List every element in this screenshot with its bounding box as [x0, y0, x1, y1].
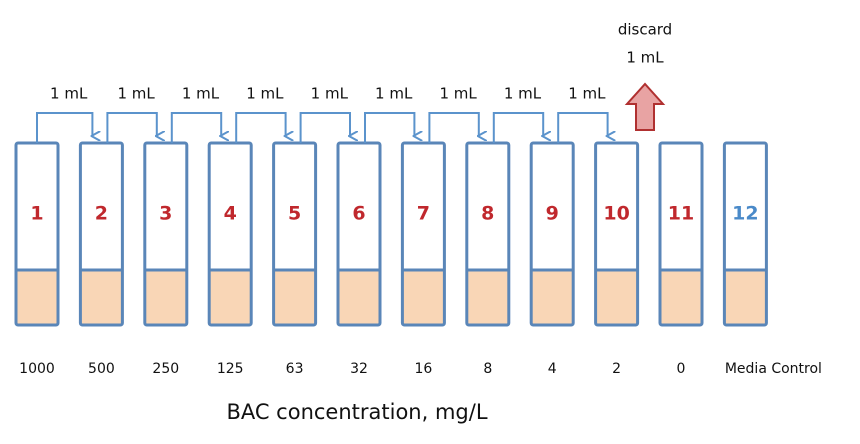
tube-liquid [402, 270, 444, 325]
tube-liquid [467, 270, 509, 325]
concentration-label: 16 [414, 361, 432, 377]
concentration-label: 8 [483, 361, 492, 377]
concentration-label: 250 [152, 361, 179, 377]
tube-liquid [16, 270, 58, 325]
tube-number: 12 [732, 203, 758, 225]
concentration-label: 63 [286, 361, 304, 377]
transfer-arrow [365, 113, 414, 143]
tube-liquid [531, 270, 573, 325]
tube-number: 1 [30, 203, 43, 225]
concentration-label: 32 [350, 361, 368, 377]
transfer-arrow [37, 113, 92, 143]
transfer-volume: 1 mL [311, 85, 349, 103]
tube-liquid [209, 270, 251, 325]
tube-number: 4 [224, 203, 237, 225]
tube-number: 5 [288, 203, 301, 225]
transfer-arrow [236, 113, 285, 143]
transfer-arrow [301, 113, 350, 143]
concentration-label: 1000 [19, 361, 55, 377]
transfer-volume: 1 mL [50, 85, 88, 103]
discard-label: discard [618, 21, 672, 39]
concentration-label: Media Control [725, 361, 822, 377]
concentration-label: 500 [88, 361, 115, 377]
tube-number: 6 [352, 203, 365, 225]
transfer-arrow [172, 113, 221, 143]
transfer-volume: 1 mL [439, 85, 477, 103]
tube-number: 10 [603, 203, 629, 225]
transfer-arrow [558, 113, 607, 143]
concentration-label: 4 [548, 361, 557, 377]
tube-number: 11 [668, 203, 694, 225]
tube-number: 9 [546, 203, 559, 225]
transfer-volume: 1 mL [246, 85, 284, 103]
tube-liquid [145, 270, 187, 325]
transfer-volume: 1 mL [375, 85, 413, 103]
axis-title: BAC concentration, mg/L [226, 400, 487, 424]
transfer-arrow [429, 113, 478, 143]
tube-number: 7 [417, 203, 430, 225]
tube-liquid [274, 270, 316, 325]
tube-number: 3 [159, 203, 172, 225]
tube-liquid [660, 270, 702, 325]
tube-liquid [80, 270, 122, 325]
transfer-volume: 1 mL [504, 85, 542, 103]
transfer-volume: 1 mL [182, 85, 220, 103]
tube-number: 2 [95, 203, 108, 225]
discard-volume: 1 mL [626, 49, 664, 67]
tube-number: 8 [481, 203, 494, 225]
transfer-volume: 1 mL [568, 85, 606, 103]
transfer-arrow [107, 113, 156, 143]
concentration-label: 2 [612, 361, 621, 377]
serial-dilution-diagram: discard 1 mL BAC concentration, mg/L 110… [0, 0, 860, 444]
transfer-volume: 1 mL [117, 85, 155, 103]
tube-liquid [338, 270, 380, 325]
concentration-label: 0 [677, 361, 686, 377]
tube-liquid [724, 270, 766, 325]
discard-arrow [627, 84, 663, 130]
tube-liquid [596, 270, 638, 325]
concentration-label: 125 [217, 361, 244, 377]
transfer-arrow [494, 113, 543, 143]
